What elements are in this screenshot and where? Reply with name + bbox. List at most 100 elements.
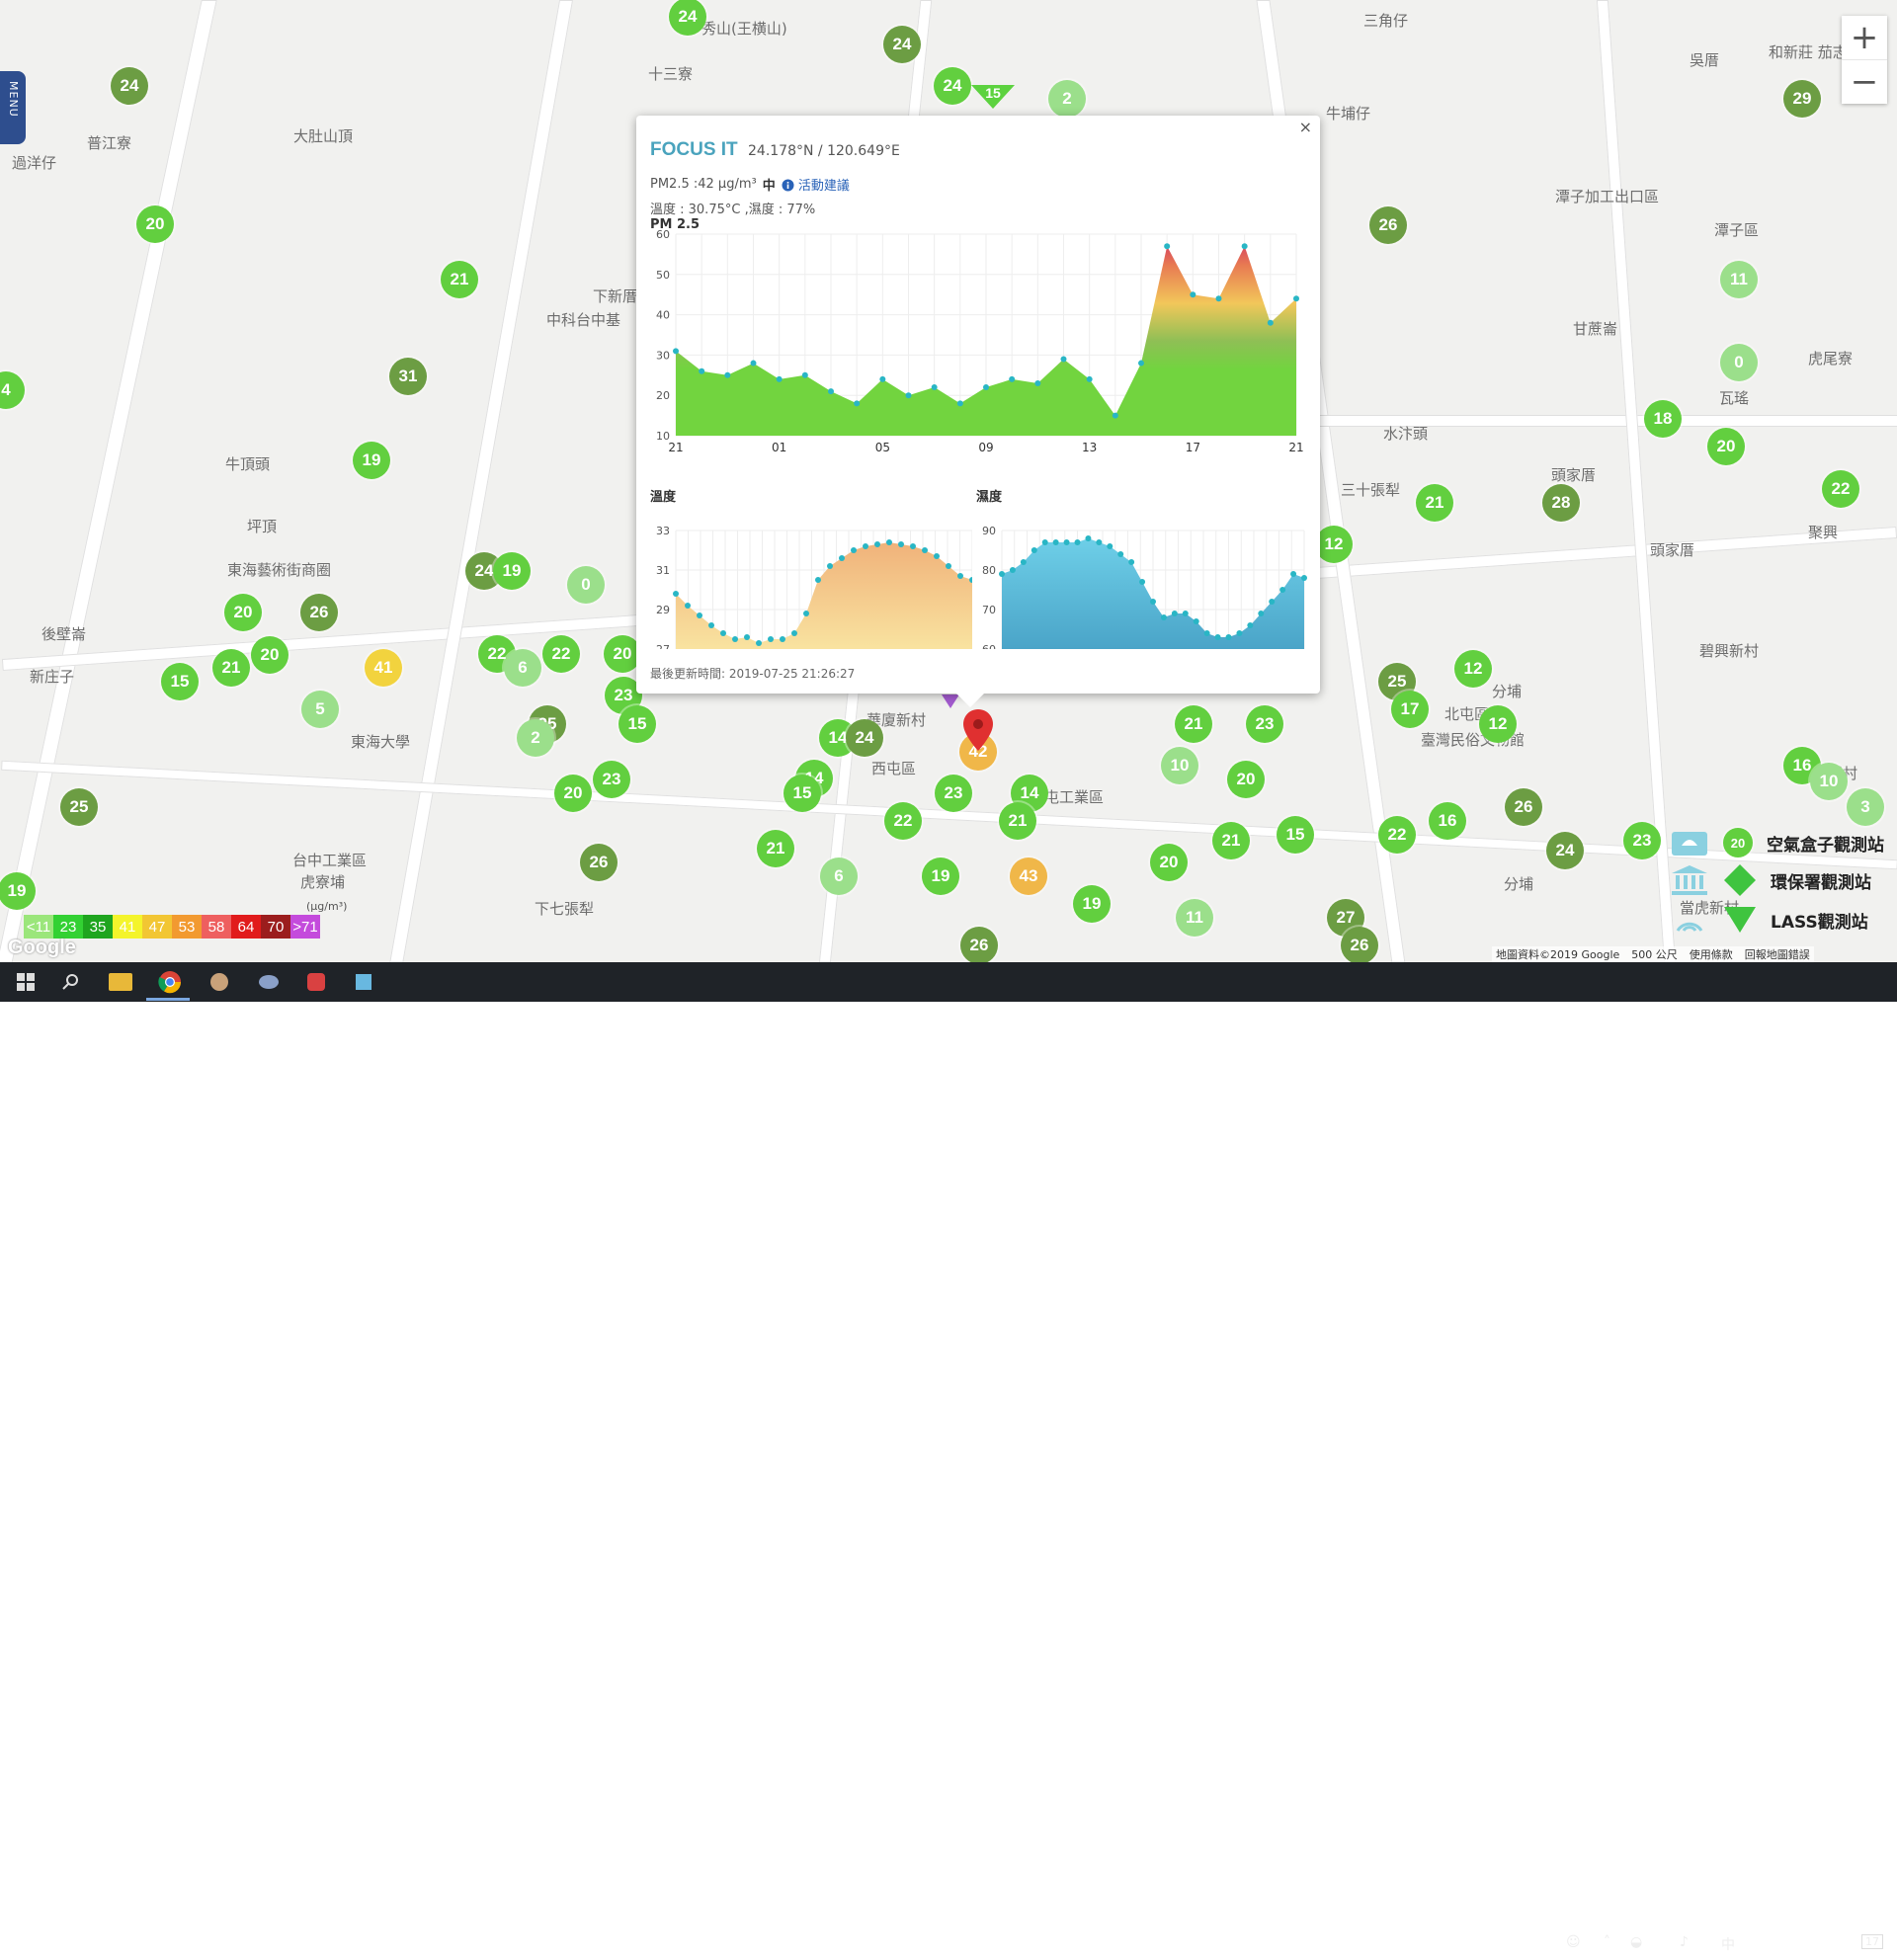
chevron-up-icon[interactable]: ˄	[1604, 1934, 1610, 1950]
map-place-label: 潭子加工出口區	[1555, 188, 1660, 205]
network-icon[interactable]: ◒	[1630, 1934, 1643, 1950]
airbox-station-marker[interactable]: 2	[517, 719, 554, 757]
airbox-station-marker[interactable]: 26	[300, 594, 338, 631]
zoom-out-button[interactable]: −	[1850, 62, 1879, 102]
airbox-station-marker[interactable]: 21	[999, 802, 1036, 840]
airbox-station-marker[interactable]: 28	[1542, 484, 1580, 522]
airbox-station-marker[interactable]: 22	[884, 802, 922, 840]
airbox-station-marker[interactable]: 20	[1707, 428, 1745, 465]
airbox-station-marker[interactable]: 20	[554, 775, 592, 812]
map-place-label: 中科台中基	[546, 311, 621, 329]
epa-marker-sample	[1724, 864, 1756, 896]
lass-station-marker[interactable]: 15	[971, 85, 1015, 109]
airbox-station-marker[interactable]: 23	[605, 677, 642, 714]
airbox-station-marker[interactable]: 0	[567, 566, 605, 604]
x-tick-label: 05	[875, 441, 890, 454]
airbox-station-marker[interactable]: 23	[935, 775, 972, 812]
airbox-station-marker[interactable]: 21	[441, 261, 478, 298]
airbox-station-marker[interactable]: 23	[1246, 705, 1283, 743]
person-icon[interactable]: ☺	[1566, 1934, 1581, 1950]
airbox-station-marker[interactable]: 24	[1546, 832, 1584, 869]
input-language[interactable]: 中	[1721, 1937, 1735, 1953]
notification-count[interactable]: 17	[1861, 1934, 1883, 1949]
airbox-station-marker[interactable]: 23	[593, 761, 630, 798]
airbox-station-marker[interactable]: 21	[212, 649, 250, 687]
airbox-station-marker[interactable]: 24	[669, 0, 706, 36]
airbox-station-marker[interactable]: 19	[353, 442, 390, 479]
airbox-station-marker[interactable]: 10	[1810, 763, 1848, 800]
airbox-station-marker[interactable]: 22	[542, 635, 580, 673]
airbox-station-marker[interactable]: 15	[1277, 816, 1314, 854]
airbox-station-marker[interactable]: 22	[1378, 816, 1416, 854]
airbox-station-marker[interactable]: 18	[1644, 400, 1682, 438]
airbox-station-marker[interactable]: 22	[1822, 470, 1859, 508]
volume-icon[interactable]: ♪	[1680, 1934, 1689, 1950]
airbox-station-marker[interactable]: 21	[1175, 705, 1212, 743]
airbox-station-marker[interactable]: 29	[1783, 80, 1821, 118]
airbox-station-marker[interactable]: 41	[365, 649, 402, 687]
airbox-station-marker[interactable]: 43	[1010, 858, 1047, 895]
airbox-station-marker[interactable]: 15	[619, 705, 656, 743]
airbox-station-marker[interactable]: 42	[959, 733, 997, 771]
airbox-station-marker[interactable]: 20	[1150, 844, 1188, 881]
airbox-station-marker[interactable]: 6	[820, 858, 858, 895]
airbox-station-marker[interactable]: 24	[934, 67, 971, 105]
airbox-station-marker[interactable]: 11	[1176, 899, 1213, 937]
airbox-station-marker[interactable]: 4	[0, 371, 25, 409]
airbox-station-marker[interactable]: 3	[1847, 788, 1884, 826]
airbox-station-marker[interactable]: 0	[1720, 344, 1758, 381]
airbox-station-marker[interactable]: 6	[504, 649, 541, 687]
airbox-station-marker[interactable]: 26	[580, 844, 618, 881]
report-error-link[interactable]: 回報地圖錯誤	[1744, 948, 1810, 961]
airbox-station-marker[interactable]: 23	[1623, 822, 1661, 859]
windows-start-icon[interactable]	[12, 968, 40, 996]
terms-link[interactable]: 使用條款	[1689, 948, 1733, 961]
airbox-station-marker[interactable]: 26	[960, 927, 998, 962]
airbox-station-marker[interactable]: 20	[251, 636, 289, 674]
zoom-in-button[interactable]: +	[1842, 16, 1887, 60]
airbox-station-marker[interactable]: 26	[1369, 206, 1407, 244]
airbox-station-marker[interactable]: 19	[1073, 885, 1111, 923]
airbox-station-marker[interactable]: 5	[301, 691, 339, 728]
app-icon-2[interactable]	[255, 968, 283, 996]
chrome-icon[interactable]	[156, 968, 184, 996]
menu-button[interactable]: MENU	[0, 71, 26, 144]
map-attribution: 地圖資料©2019 Google 500 公尺 使用條款 回報地圖錯誤	[1492, 946, 1814, 962]
airbox-station-marker[interactable]: 21	[1212, 822, 1250, 859]
airbox-station-marker[interactable]: 20	[224, 594, 262, 631]
close-button[interactable]: ×	[1298, 118, 1312, 136]
airbox-station-marker[interactable]: 26	[1341, 927, 1378, 962]
app-icon-3[interactable]	[302, 968, 330, 996]
airbox-station-marker[interactable]: 12	[1315, 526, 1353, 563]
airbox-station-marker[interactable]: 17	[1391, 691, 1429, 728]
airbox-station-marker[interactable]: 2	[1048, 80, 1086, 118]
activity-advice-link[interactable]: 活動建議	[782, 175, 850, 194]
airbox-station-marker[interactable]: 19	[922, 858, 959, 895]
airbox-station-marker[interactable]: 20	[1227, 761, 1265, 798]
airbox-station-marker[interactable]: 10	[1161, 747, 1198, 784]
airbox-station-marker[interactable]: 16	[1429, 802, 1466, 840]
map-canvas[interactable]: 秀山(王横山) 十三寮 大肚山頂 普江寮 過洋仔 下新厝 中科台中基 牛頂頭 坪頂 東海藝術街商圈…	[0, 0, 1897, 962]
airbox-station-marker[interactable]: 24	[846, 719, 883, 757]
airbox-station-marker[interactable]: 15	[784, 775, 821, 812]
file-explorer-icon[interactable]	[109, 973, 132, 991]
app-icon-1[interactable]	[206, 968, 233, 996]
airbox-station-marker[interactable]: 31	[389, 358, 427, 395]
airbox-station-marker[interactable]: 12	[1454, 650, 1492, 688]
airbox-station-marker[interactable]: 24	[883, 26, 921, 63]
system-clock[interactable]: 下午 09:30 2019/7/25	[1778, 1926, 1848, 1960]
airbox-station-marker[interactable]: 11	[1720, 261, 1758, 298]
airbox-station-marker[interactable]: 19	[493, 552, 531, 590]
airbox-station-marker[interactable]: 20	[604, 635, 641, 673]
airbox-station-marker[interactable]: 25	[60, 788, 98, 826]
airbox-station-marker[interactable]: 26	[1505, 788, 1542, 826]
airbox-station-marker[interactable]: 24	[111, 67, 148, 105]
airbox-station-marker[interactable]: 21	[1416, 484, 1453, 522]
search-icon[interactable]	[57, 968, 85, 996]
app-icon-4[interactable]	[350, 968, 377, 996]
airbox-station-marker[interactable]: 19	[0, 872, 36, 910]
airbox-station-marker[interactable]: 15	[161, 663, 199, 700]
airbox-station-marker[interactable]: 12	[1479, 705, 1517, 743]
airbox-station-marker[interactable]: 21	[757, 830, 794, 867]
airbox-station-marker[interactable]: 20	[136, 205, 174, 243]
